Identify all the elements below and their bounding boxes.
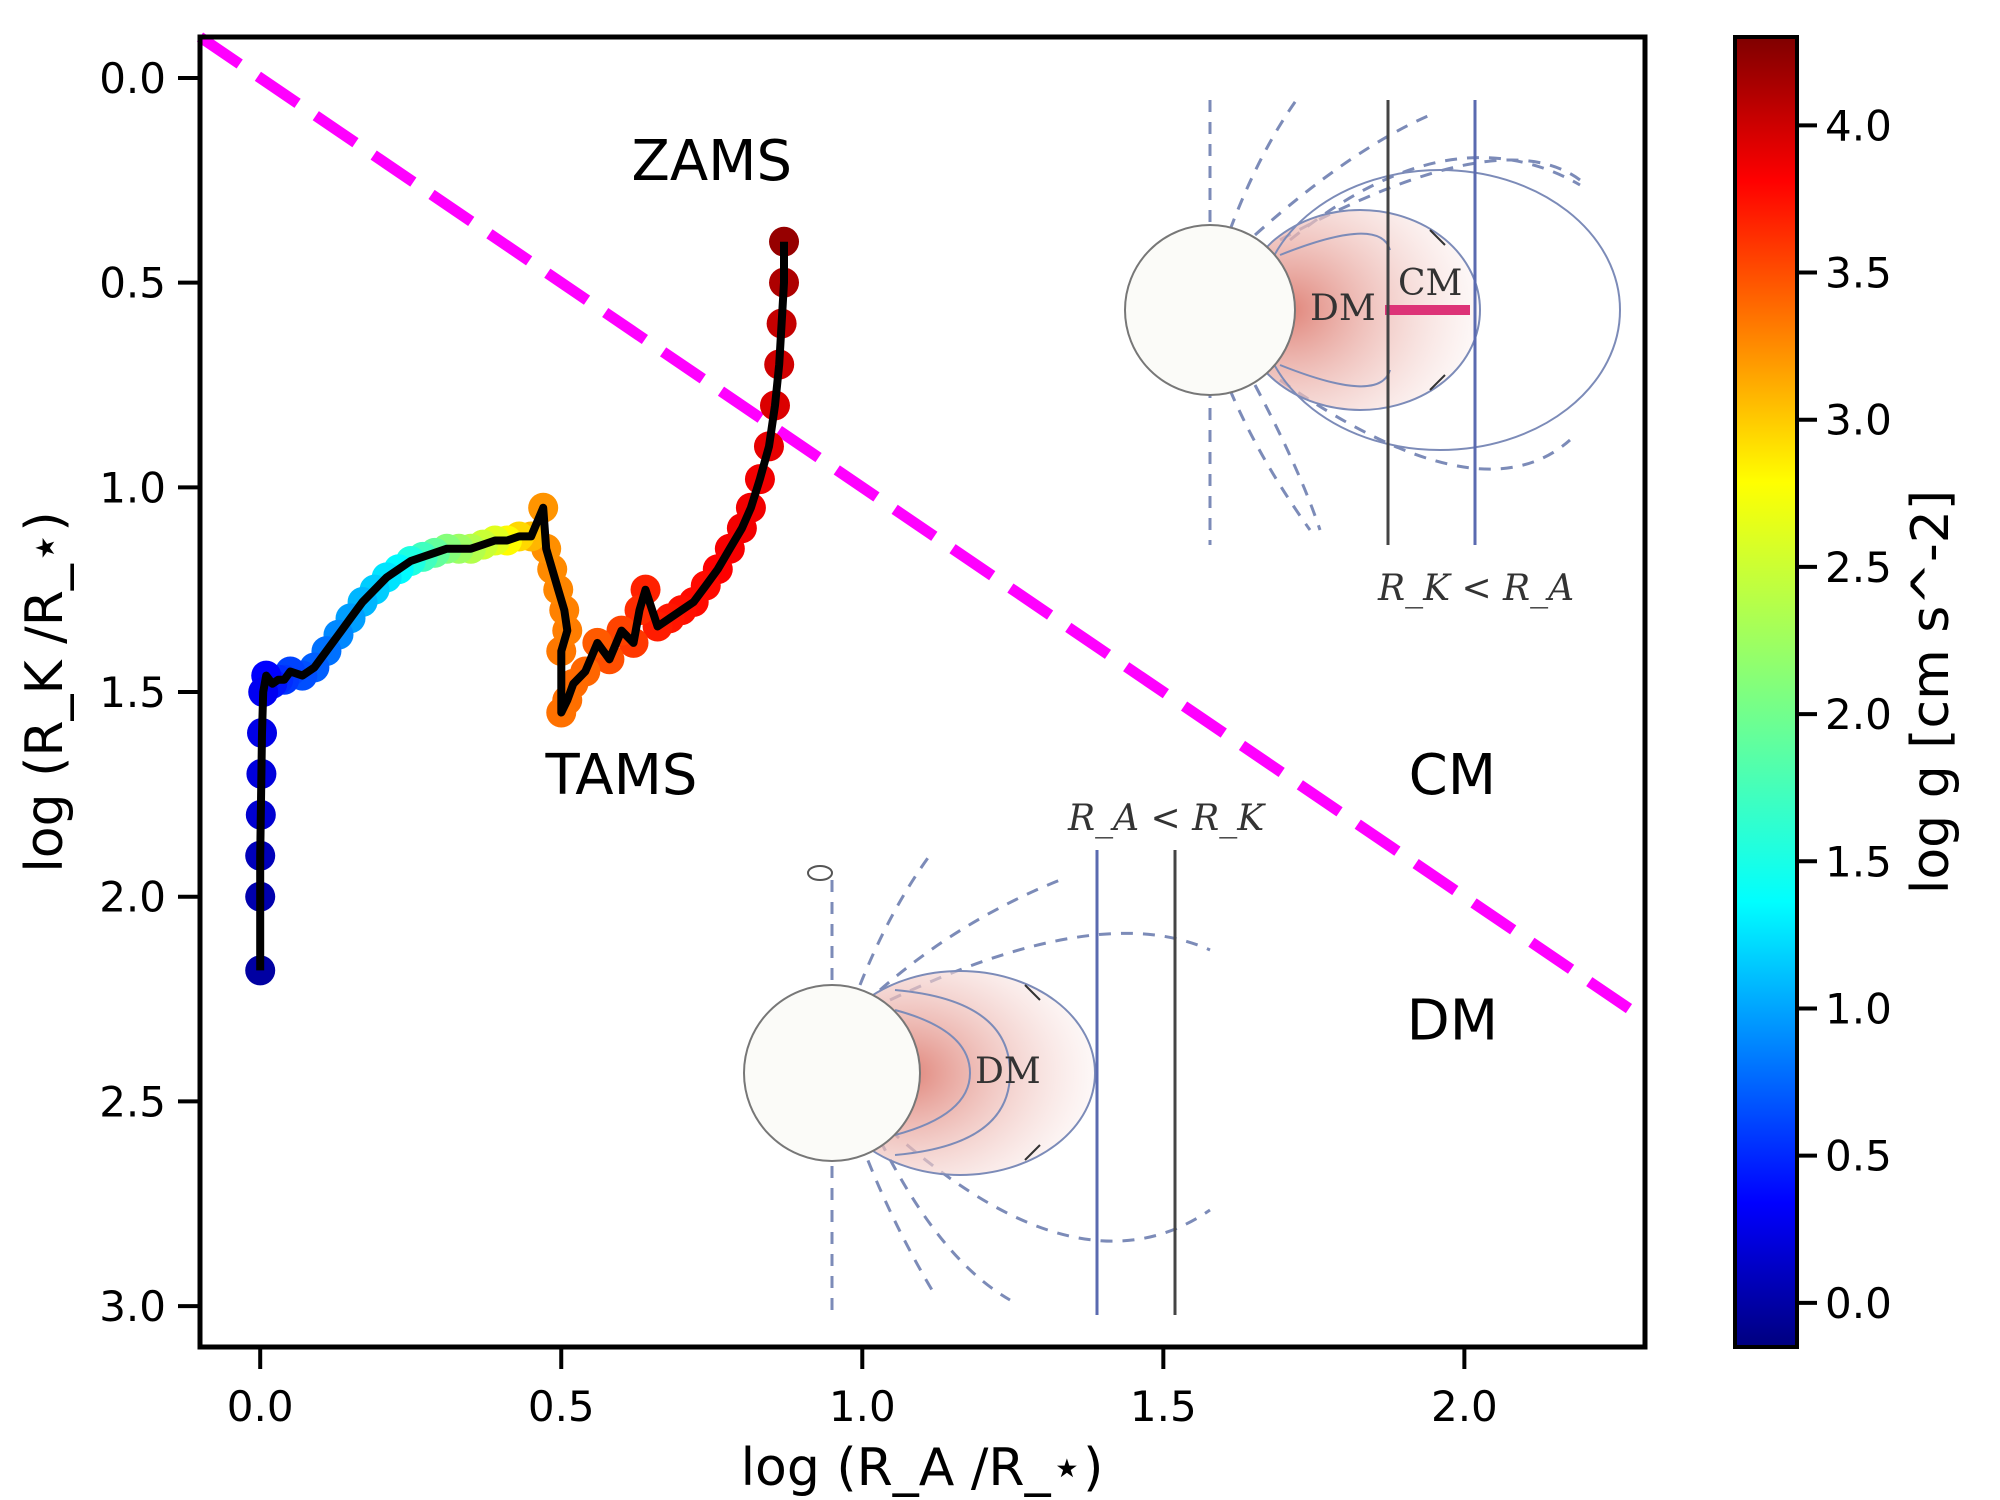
colorbar-tick-label: 1.0	[1825, 984, 1892, 1033]
dm-inset-diagram: DM R_A < R_K	[743, 798, 1266, 1315]
annotation-dm: DM	[1407, 989, 1498, 1054]
colorbar-tick-label: 4.0	[1825, 101, 1892, 150]
annotation-tams: TAMS	[544, 743, 697, 808]
x-tick-label: 2.0	[1431, 1382, 1498, 1431]
colorbar-tick-label: 1.5	[1825, 837, 1892, 886]
x-tick-label: 0.5	[528, 1382, 595, 1431]
y-tick-label: 2.0	[99, 873, 166, 922]
track-line	[256, 241, 788, 971]
cm-inset-label-cm: CM	[1398, 263, 1462, 304]
divider-layer	[196, 32, 1649, 1025]
cm-inset-label-dm: DM	[1310, 288, 1376, 329]
x-tick-label: 1.5	[1130, 1382, 1197, 1431]
dm-inset-label-radius: R_A < R_K	[1067, 798, 1266, 839]
colorbar-tick-label: 2.5	[1825, 543, 1892, 592]
annotation-zams: ZAMS	[631, 129, 792, 194]
cm-dm-boundary-line	[196, 32, 1649, 1025]
dm-inset-label-dm: DM	[975, 1051, 1041, 1092]
x-tick-label: 1.0	[829, 1382, 896, 1431]
y-tick-label: 1.0	[99, 463, 166, 512]
colorbar-tick-label: 3.0	[1825, 396, 1892, 445]
colorbar-tick-label: 0.5	[1825, 1132, 1892, 1181]
track-point	[769, 226, 800, 257]
y-tick-label: 2.5	[99, 1077, 166, 1126]
colorbar-tick-label: 2.0	[1825, 690, 1892, 739]
y-tick-label: 3.0	[99, 1282, 166, 1331]
colorbar-tick-label: 0.0	[1825, 1279, 1892, 1328]
annotation-layer: ZAMS TAMS CM DM	[544, 129, 1498, 1054]
x-axis: 0.0 0.5 1.0 1.5 2.0	[227, 1347, 1498, 1431]
y-axis: 0.0 0.5 1.0 1.5 2.0 2.5 3.0	[99, 54, 200, 1331]
track-layer	[245, 226, 800, 986]
annotation-cm: CM	[1409, 743, 1496, 808]
cm-inset-diagram: DM CM R_K < R_A	[1124, 94, 1621, 609]
colorbar-ticks: 0.0 0.5 1.0 1.5 2.0 2.5 3.0 3.5 4.0	[1797, 101, 1892, 1328]
cm-inset-label-radius: R_K < R_A	[1377, 568, 1574, 609]
colorbar	[1733, 35, 1799, 1349]
x-tick-label: 0.0	[227, 1382, 294, 1431]
y-tick-label: 0.5	[99, 259, 166, 308]
y-tick-label: 1.5	[99, 668, 166, 717]
x-axis-label: log (R_A /R_⋆)	[741, 1438, 1104, 1498]
colorbar-tick-label: 3.5	[1825, 249, 1892, 298]
colorbar-label: log g [cm s^-2]	[1901, 490, 1961, 894]
y-axis-label: log (R_K /R_⋆)	[15, 511, 75, 872]
y-tick-label: 0.0	[99, 54, 166, 103]
